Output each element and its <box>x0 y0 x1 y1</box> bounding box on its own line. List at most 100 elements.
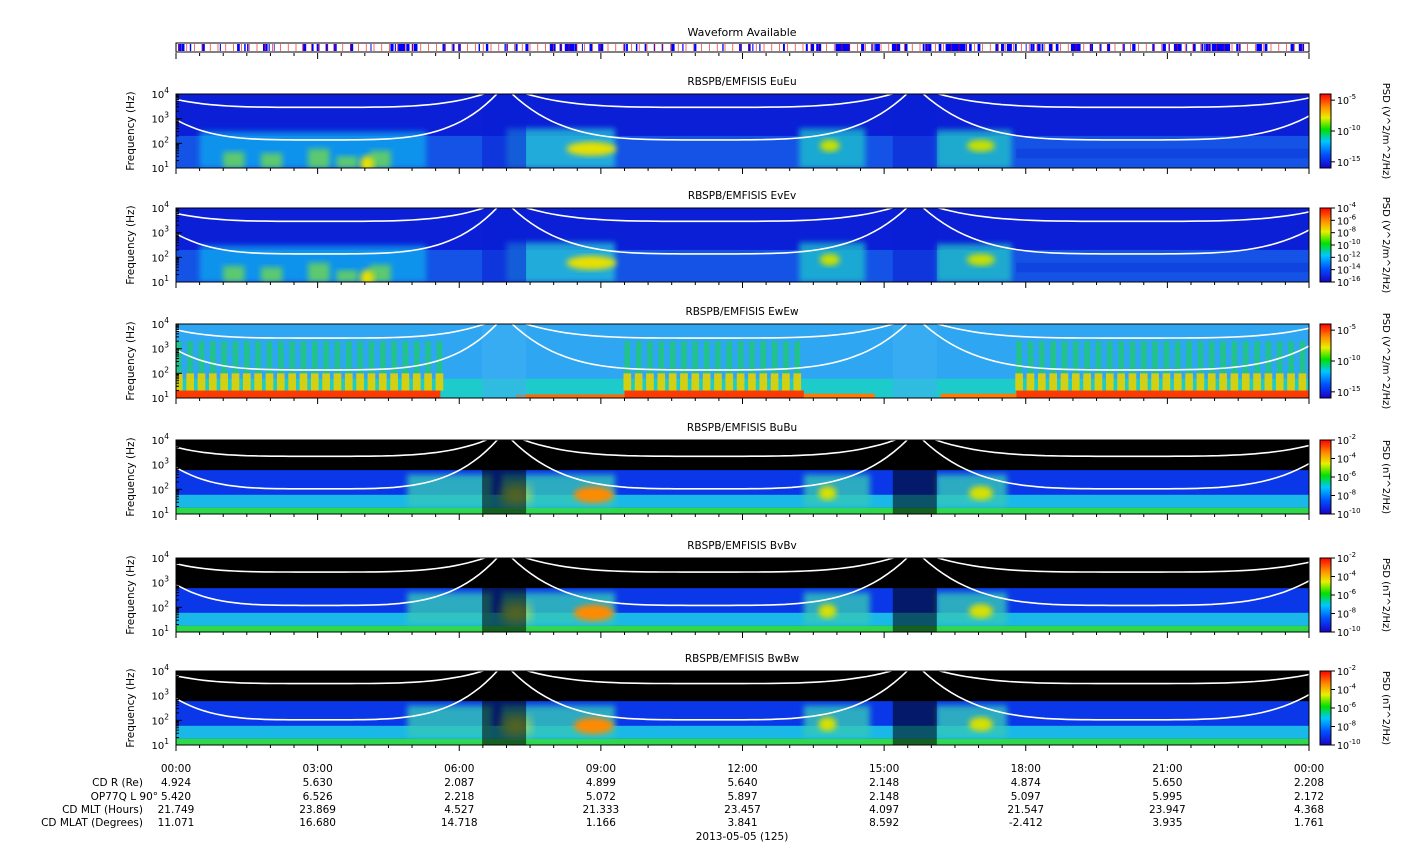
waveform-available-mark <box>311 44 314 51</box>
waveform-available-mark <box>485 44 489 51</box>
waveform-available-block <box>1006 44 1012 51</box>
waveform-available-mark <box>624 44 626 51</box>
harmonic-column <box>1072 341 1079 374</box>
time-tick-label: 21:00 <box>1152 763 1182 775</box>
waveform-available-mark <box>1025 44 1027 51</box>
colorbar-tick-label: 10-16 <box>1337 275 1361 289</box>
colorbar-tick-label: 10-10 <box>1337 124 1361 138</box>
lowfreq-red-band <box>1016 390 1309 398</box>
cyclotron-frequency-curve <box>921 671 1309 721</box>
colorbar-tick-label: 10-4 <box>1337 452 1357 466</box>
cyclotron-frequency-curve <box>936 94 1309 109</box>
waveform-available-mark <box>179 44 181 51</box>
harmonic-column <box>760 341 767 374</box>
harmonic-core <box>736 373 745 391</box>
panel-title: RBSPB/EMFISIS EuEu <box>687 76 796 88</box>
ephemeris-value: 8.592 <box>869 817 899 829</box>
cyclotron-frequency-curve <box>176 208 498 255</box>
harmonic-core <box>333 373 342 391</box>
waveform-available-mark <box>1164 44 1166 51</box>
cyclotron-frequency-curve <box>922 94 1309 141</box>
cyclotron-frequency-curve <box>935 558 1309 573</box>
waveform-available-mark <box>316 44 319 51</box>
emission-region <box>407 474 493 507</box>
harmonic-column <box>1186 341 1192 374</box>
hiss-intensity-peak <box>573 604 614 621</box>
cyclotron-frequency-curve <box>523 558 896 573</box>
harmonic-column <box>783 341 789 374</box>
spectrogram-panel-1: RBSPB/EMFISIS EvEv 101 102 103 104 Frequency … <box>125 190 1391 293</box>
lowfreq-burst <box>369 150 391 168</box>
ephemeris-value: 21.333 <box>583 804 620 816</box>
waveform-available-mark <box>1032 44 1035 51</box>
y-tick-label: 102 <box>151 249 169 264</box>
y-tick-label: 104 <box>151 432 169 447</box>
waveform-available-mark <box>874 44 876 51</box>
cyclotron-frequency-curve <box>176 324 498 371</box>
waveform-available-mark <box>394 44 396 51</box>
harmonic-core <box>424 373 432 391</box>
harmonic-core <box>208 373 217 391</box>
hiss-intensity-peak <box>819 139 840 152</box>
harmonic-core <box>1015 373 1023 391</box>
ephemeris-value: 5.630 <box>303 777 333 789</box>
lowfreq-burst <box>308 262 330 282</box>
time-tick-label: 12:00 <box>727 763 757 775</box>
harmonic-column <box>669 341 676 374</box>
y-tick-label: 103 <box>151 457 169 472</box>
harmonic-column <box>771 341 778 374</box>
harmonic-column <box>413 341 420 374</box>
waveform-available-mark <box>1256 44 1260 51</box>
waveform-available-mark <box>1132 44 1136 51</box>
lowfreq-burst <box>223 265 245 282</box>
waveform-available-mark <box>1258 44 1262 51</box>
time-tick-label: 06:00 <box>444 763 474 775</box>
harmonic-core <box>378 373 387 391</box>
waveform-available-mark <box>906 44 908 51</box>
ephemeris-value: 3.841 <box>727 817 757 829</box>
waveform-available-mark <box>201 44 205 51</box>
ephemeris-value: 3.935 <box>1152 817 1182 829</box>
waveform-available-mark <box>805 44 808 51</box>
y-tick-label: 102 <box>151 481 169 496</box>
ephemeris-value: 2.148 <box>869 777 899 789</box>
waveform-title: Waveform Available <box>687 26 796 39</box>
waveform-available-mark <box>263 44 266 51</box>
panel-title: RBSPB/EMFISIS BuBu <box>687 422 797 434</box>
harmonic-core <box>793 373 802 391</box>
harmonic-column <box>715 341 721 374</box>
harmonic-column <box>221 341 227 374</box>
waveform-available-mark <box>559 44 563 51</box>
cyclotron-frequency-curve <box>922 324 1309 371</box>
waveform-available-mark <box>892 44 895 51</box>
colorbar <box>1319 557 1332 633</box>
harmonic-column <box>345 341 352 374</box>
waveform-available-mark <box>928 44 932 51</box>
lowfreq-band <box>176 625 1309 632</box>
waveform-available-mark <box>1300 44 1301 51</box>
waveform-available-mark <box>247 44 249 51</box>
harmonic-core <box>231 373 240 391</box>
lowfreq-burst <box>260 267 283 282</box>
perigee-gap <box>892 440 937 514</box>
waveform-available-mark <box>581 44 583 51</box>
harmonic-column <box>681 341 687 374</box>
perigee-gap <box>482 94 527 168</box>
waveform-available-mark <box>1236 44 1239 51</box>
harmonic-core <box>1037 373 1046 391</box>
harmonic-core <box>176 373 183 391</box>
ephemeris-value: 4.097 <box>869 804 899 816</box>
waveform-available-mark <box>969 44 972 51</box>
waveform-available-mark <box>816 44 819 51</box>
colorbar-tick-label: 10-4 <box>1337 570 1357 584</box>
harmonic-core <box>390 373 398 391</box>
y-tick-label: 104 <box>151 200 169 215</box>
perigee-gap <box>482 671 527 745</box>
waveform-available-mark <box>812 44 815 51</box>
harmonic-core <box>1253 373 1261 391</box>
harmonic-core <box>702 373 711 391</box>
waveform-available-mark <box>783 44 785 51</box>
harmonic-core <box>691 373 700 391</box>
harmonic-column <box>255 341 261 374</box>
